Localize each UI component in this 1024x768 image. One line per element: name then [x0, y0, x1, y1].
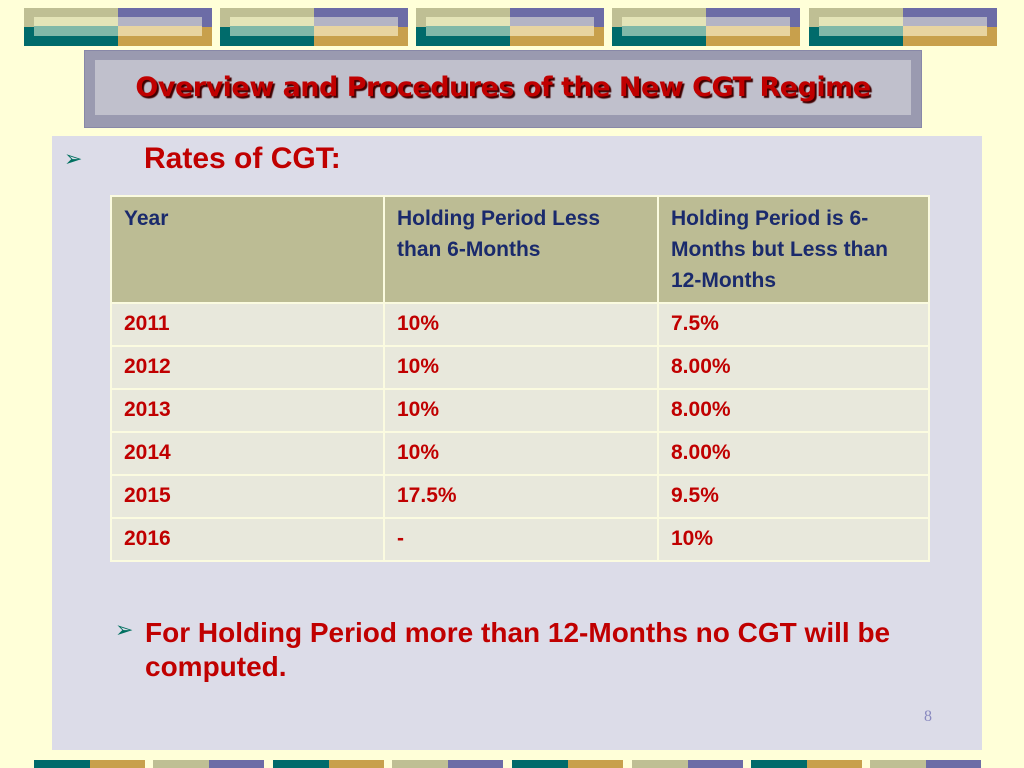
- cell-less-6-months: 10%: [383, 302, 659, 347]
- footer-deco-block: [751, 760, 862, 768]
- section-heading: Rates of CGT:: [144, 142, 341, 175]
- cell-less-6-months: -: [383, 517, 659, 562]
- cell-year: 2015: [110, 474, 385, 519]
- table-row: 2012 10% 8.00%: [110, 345, 930, 390]
- footer-deco-block: [512, 760, 623, 768]
- cell-6-to-12-months: 7.5%: [657, 302, 930, 347]
- footer-deco-block: [392, 760, 503, 768]
- cell-year: 2016: [110, 517, 385, 562]
- page-number: 8: [924, 708, 932, 725]
- arrowhead-bullet-icon: ➢: [64, 146, 83, 171]
- header-deco-block: [612, 8, 800, 46]
- footer-deco-block: [870, 760, 981, 768]
- header-year: Year: [110, 195, 385, 304]
- table-row: 2014 10% 8.00%: [110, 431, 930, 476]
- table-row: 2015 17.5% 9.5%: [110, 474, 930, 519]
- slide-title: Overview and Procedures of the New CGT R…: [135, 72, 871, 103]
- cell-year: 2014: [110, 431, 385, 476]
- arrowhead-bullet-icon: ➢: [115, 617, 134, 642]
- footer-deco-block: [632, 760, 743, 768]
- table-row: 2013 10% 8.00%: [110, 388, 930, 433]
- cgt-rates-table: Year Holding Period Less than 6-Months H…: [110, 195, 930, 562]
- cell-6-to-12-months: 8.00%: [657, 388, 930, 433]
- header-deco-block: [416, 8, 604, 46]
- title-banner: Overview and Procedures of the New CGT R…: [84, 50, 922, 128]
- note-text: For Holding Period more than 12-Months n…: [145, 617, 891, 682]
- table-header-row: Year Holding Period Less than 6-Months H…: [110, 195, 930, 304]
- cell-year: 2013: [110, 388, 385, 433]
- cell-less-6-months: 17.5%: [383, 474, 659, 519]
- cell-year: 2012: [110, 345, 385, 390]
- cell-less-6-months: 10%: [383, 431, 659, 476]
- header-deco-block: [809, 8, 997, 46]
- cell-6-to-12-months: 8.00%: [657, 345, 930, 390]
- cell-6-to-12-months: 9.5%: [657, 474, 930, 519]
- cell-year: 2011: [110, 302, 385, 347]
- table-row: 2016-10%: [110, 517, 930, 562]
- footer-deco-block: [273, 760, 384, 768]
- footer-deco-block: [153, 760, 264, 768]
- cell-less-6-months: 10%: [383, 345, 659, 390]
- header-6-to-12-months: Holding Period is 6-Months but Less than…: [657, 195, 930, 304]
- footer-deco-block: [34, 760, 145, 768]
- cell-6-to-12-months: 10%: [657, 517, 930, 562]
- cell-6-to-12-months: 8.00%: [657, 431, 930, 476]
- header-less-6-months: Holding Period Less than 6-Months: [383, 195, 659, 304]
- table-row: 2011 10% 7.5%: [110, 302, 930, 347]
- cell-less-6-months: 10%: [383, 388, 659, 433]
- header-deco-block: [220, 8, 408, 46]
- header-deco-block: [24, 8, 212, 46]
